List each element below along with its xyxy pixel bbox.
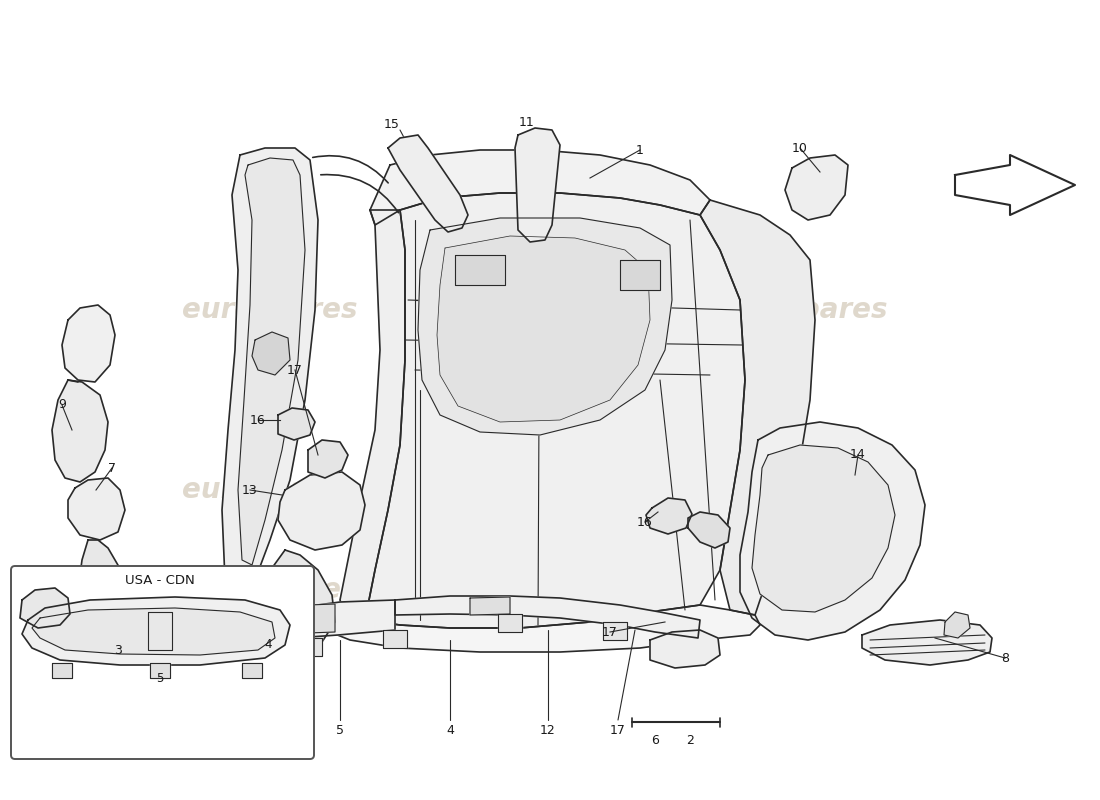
Polygon shape (22, 597, 290, 665)
Polygon shape (455, 255, 505, 285)
Text: 4: 4 (264, 638, 272, 651)
Text: eurospares: eurospares (183, 296, 358, 324)
Polygon shape (150, 663, 170, 678)
Polygon shape (498, 614, 522, 632)
Polygon shape (470, 597, 510, 615)
Text: 16: 16 (250, 414, 266, 426)
Polygon shape (278, 472, 365, 550)
Polygon shape (20, 588, 70, 628)
Text: eurospares: eurospares (493, 296, 668, 324)
Polygon shape (238, 158, 305, 565)
Polygon shape (603, 622, 627, 640)
Text: 17: 17 (610, 723, 626, 737)
Polygon shape (265, 550, 336, 648)
Text: 6: 6 (651, 734, 659, 746)
Text: 12: 12 (540, 723, 556, 737)
Text: 13: 13 (242, 483, 257, 497)
Polygon shape (620, 260, 660, 290)
Polygon shape (944, 612, 970, 638)
Polygon shape (308, 440, 348, 478)
Text: 2: 2 (686, 734, 694, 746)
Polygon shape (340, 210, 405, 620)
Text: 11: 11 (519, 115, 535, 129)
Polygon shape (278, 408, 315, 440)
Polygon shape (78, 540, 128, 635)
Polygon shape (365, 193, 745, 628)
Text: 7: 7 (108, 462, 115, 474)
Polygon shape (330, 605, 760, 652)
Polygon shape (955, 155, 1075, 215)
Polygon shape (52, 663, 72, 678)
Polygon shape (308, 604, 336, 633)
Text: eurospares: eurospares (713, 476, 888, 504)
Polygon shape (646, 498, 692, 534)
Text: 1: 1 (636, 143, 644, 157)
Polygon shape (242, 663, 262, 678)
Text: USA - CDN: USA - CDN (125, 574, 195, 586)
Text: eurospares: eurospares (183, 576, 358, 604)
Text: 15: 15 (384, 118, 400, 130)
Text: 9: 9 (58, 398, 66, 411)
Polygon shape (370, 150, 710, 225)
Text: 17: 17 (287, 363, 303, 377)
Text: 17: 17 (602, 626, 618, 638)
Polygon shape (437, 236, 650, 422)
Text: eurospares: eurospares (493, 476, 668, 504)
Polygon shape (862, 620, 992, 665)
Polygon shape (740, 422, 925, 640)
Polygon shape (418, 218, 672, 435)
Text: 8: 8 (1001, 651, 1009, 665)
Polygon shape (252, 332, 290, 375)
Polygon shape (700, 200, 815, 615)
Text: 4: 4 (447, 723, 454, 737)
Polygon shape (752, 445, 895, 612)
Text: 16: 16 (637, 515, 653, 529)
Polygon shape (52, 380, 108, 482)
Text: 14: 14 (850, 449, 866, 462)
Polygon shape (785, 155, 848, 220)
Polygon shape (388, 135, 467, 232)
Text: eurospares: eurospares (183, 476, 358, 504)
Polygon shape (62, 305, 116, 382)
Text: eurospares: eurospares (493, 576, 668, 604)
Text: eurospares: eurospares (713, 296, 888, 324)
Polygon shape (32, 608, 275, 655)
Polygon shape (298, 638, 322, 656)
FancyBboxPatch shape (11, 566, 313, 759)
Text: 10: 10 (792, 142, 807, 154)
Text: 5: 5 (336, 723, 344, 737)
Polygon shape (68, 478, 125, 540)
Polygon shape (395, 596, 700, 638)
Text: 5: 5 (156, 671, 164, 685)
Polygon shape (222, 148, 318, 595)
Polygon shape (688, 512, 730, 548)
Polygon shape (650, 630, 721, 668)
Text: 3: 3 (114, 643, 122, 657)
Polygon shape (275, 600, 395, 638)
Polygon shape (515, 128, 560, 242)
Polygon shape (383, 630, 407, 648)
